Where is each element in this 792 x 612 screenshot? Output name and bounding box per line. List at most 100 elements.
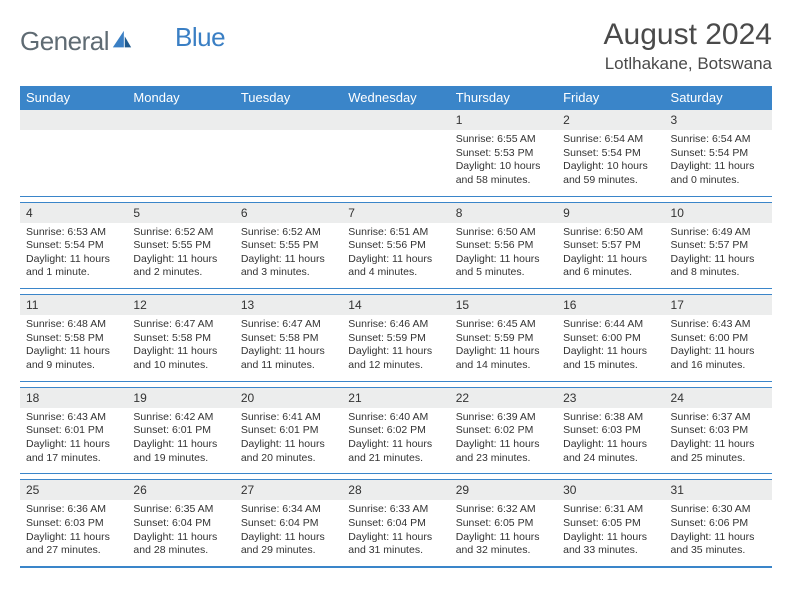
day-detail-cell: Sunrise: 6:53 AM Sunset: 5:54 PM Dayligh… [20,223,127,289]
logo-sail-icon [111,29,133,51]
daynum-cell: 5 [127,202,234,223]
weekday-sunday: Sunday [20,86,127,110]
daynum-cell: 1 [450,110,557,131]
daynum-cell: 21 [342,387,449,408]
calendar-body: 123Sunrise: 6:55 AM Sunset: 5:53 PM Dayl… [20,110,772,568]
daynum-cell: 3 [665,110,772,131]
day-detail-cell: Sunrise: 6:49 AM Sunset: 5:57 PM Dayligh… [665,223,772,289]
day-detail-cell: Sunrise: 6:39 AM Sunset: 6:02 PM Dayligh… [450,408,557,474]
location: Lotlhakane, Botswana [604,54,772,74]
daynum-cell: 12 [127,295,234,316]
week-0-details: Sunrise: 6:55 AM Sunset: 5:53 PM Dayligh… [20,130,772,196]
day-detail-cell: Sunrise: 6:50 AM Sunset: 5:56 PM Dayligh… [450,223,557,289]
day-detail-cell [235,130,342,196]
day-detail-cell: Sunrise: 6:52 AM Sunset: 5:55 PM Dayligh… [235,223,342,289]
daynum-cell: 31 [665,480,772,501]
weekday-tuesday: Tuesday [235,86,342,110]
day-detail-cell: Sunrise: 6:47 AM Sunset: 5:58 PM Dayligh… [127,315,234,381]
day-detail-cell: Sunrise: 6:43 AM Sunset: 6:01 PM Dayligh… [20,408,127,474]
week-1-details: Sunrise: 6:53 AM Sunset: 5:54 PM Dayligh… [20,223,772,289]
daynum-cell: 9 [557,202,664,223]
month-title: August 2024 [604,18,772,52]
daynum-cell: 24 [665,387,772,408]
day-detail-cell [342,130,449,196]
day-detail-cell: Sunrise: 6:31 AM Sunset: 6:05 PM Dayligh… [557,500,664,566]
daynum-cell: 29 [450,480,557,501]
day-detail-cell: Sunrise: 6:34 AM Sunset: 6:04 PM Dayligh… [235,500,342,566]
daynum-cell: 4 [20,202,127,223]
week-3-details: Sunrise: 6:43 AM Sunset: 6:01 PM Dayligh… [20,408,772,474]
day-detail-cell: Sunrise: 6:38 AM Sunset: 6:03 PM Dayligh… [557,408,664,474]
day-detail-cell: Sunrise: 6:43 AM Sunset: 6:00 PM Dayligh… [665,315,772,381]
daynum-cell: 16 [557,295,664,316]
daynum-cell: 14 [342,295,449,316]
day-detail-cell: Sunrise: 6:52 AM Sunset: 5:55 PM Dayligh… [127,223,234,289]
day-detail-cell: Sunrise: 6:55 AM Sunset: 5:53 PM Dayligh… [450,130,557,196]
weekday-saturday: Saturday [665,86,772,110]
week-0-nums: 123 [20,110,772,131]
logo-text-blue: Blue [135,22,225,53]
day-detail-cell: Sunrise: 6:54 AM Sunset: 5:54 PM Dayligh… [557,130,664,196]
week-4-details: Sunrise: 6:36 AM Sunset: 6:03 PM Dayligh… [20,500,772,566]
day-detail-cell: Sunrise: 6:33 AM Sunset: 6:04 PM Dayligh… [342,500,449,566]
daynum-cell: 17 [665,295,772,316]
day-detail-cell: Sunrise: 6:46 AM Sunset: 5:59 PM Dayligh… [342,315,449,381]
week-3-nums: 18192021222324 [20,387,772,408]
daynum-cell: 27 [235,480,342,501]
daynum-cell: 26 [127,480,234,501]
day-detail-cell: Sunrise: 6:36 AM Sunset: 6:03 PM Dayligh… [20,500,127,566]
logo-text-general: General [20,26,109,57]
day-detail-cell: Sunrise: 6:54 AM Sunset: 5:54 PM Dayligh… [665,130,772,196]
day-detail-cell: Sunrise: 6:45 AM Sunset: 5:59 PM Dayligh… [450,315,557,381]
calendar-header: SundayMondayTuesdayWednesdayThursdayFrid… [20,86,772,110]
weekday-thursday: Thursday [450,86,557,110]
day-detail-cell: Sunrise: 6:32 AM Sunset: 6:05 PM Dayligh… [450,500,557,566]
daynum-cell: 10 [665,202,772,223]
daynum-cell: 25 [20,480,127,501]
day-detail-cell: Sunrise: 6:44 AM Sunset: 6:00 PM Dayligh… [557,315,664,381]
title-block: August 2024 Lotlhakane, Botswana [604,18,772,74]
daynum-cell: 28 [342,480,449,501]
daynum-cell [342,110,449,131]
week-1-nums: 45678910 [20,202,772,223]
daynum-cell: 2 [557,110,664,131]
calendar-table: SundayMondayTuesdayWednesdayThursdayFrid… [20,86,772,568]
weekday-monday: Monday [127,86,234,110]
day-detail-cell: Sunrise: 6:30 AM Sunset: 6:06 PM Dayligh… [665,500,772,566]
day-detail-cell: Sunrise: 6:42 AM Sunset: 6:01 PM Dayligh… [127,408,234,474]
day-detail-cell: Sunrise: 6:37 AM Sunset: 6:03 PM Dayligh… [665,408,772,474]
day-detail-cell [20,130,127,196]
daynum-cell: 20 [235,387,342,408]
daynum-cell: 6 [235,202,342,223]
weekday-row: SundayMondayTuesdayWednesdayThursdayFrid… [20,86,772,110]
logo: General Blue [20,18,225,57]
weekday-friday: Friday [557,86,664,110]
day-detail-cell: Sunrise: 6:50 AM Sunset: 5:57 PM Dayligh… [557,223,664,289]
daynum-cell: 8 [450,202,557,223]
day-detail-cell: Sunrise: 6:48 AM Sunset: 5:58 PM Dayligh… [20,315,127,381]
week-2-details: Sunrise: 6:48 AM Sunset: 5:58 PM Dayligh… [20,315,772,381]
daynum-cell: 7 [342,202,449,223]
bottom-border [20,566,772,567]
daynum-cell: 18 [20,387,127,408]
daynum-cell: 15 [450,295,557,316]
daynum-cell [235,110,342,131]
daynum-cell: 13 [235,295,342,316]
daynum-cell: 11 [20,295,127,316]
header: General Blue August 2024 Lotlhakane, Bots… [20,18,772,74]
daynum-cell [127,110,234,131]
day-detail-cell: Sunrise: 6:40 AM Sunset: 6:02 PM Dayligh… [342,408,449,474]
daynum-cell: 22 [450,387,557,408]
day-detail-cell: Sunrise: 6:35 AM Sunset: 6:04 PM Dayligh… [127,500,234,566]
week-4-nums: 25262728293031 [20,480,772,501]
day-detail-cell [127,130,234,196]
day-detail-cell: Sunrise: 6:41 AM Sunset: 6:01 PM Dayligh… [235,408,342,474]
daynum-cell [20,110,127,131]
daynum-cell: 19 [127,387,234,408]
day-detail-cell: Sunrise: 6:47 AM Sunset: 5:58 PM Dayligh… [235,315,342,381]
daynum-cell: 30 [557,480,664,501]
weekday-wednesday: Wednesday [342,86,449,110]
daynum-cell: 23 [557,387,664,408]
day-detail-cell: Sunrise: 6:51 AM Sunset: 5:56 PM Dayligh… [342,223,449,289]
week-2-nums: 11121314151617 [20,295,772,316]
